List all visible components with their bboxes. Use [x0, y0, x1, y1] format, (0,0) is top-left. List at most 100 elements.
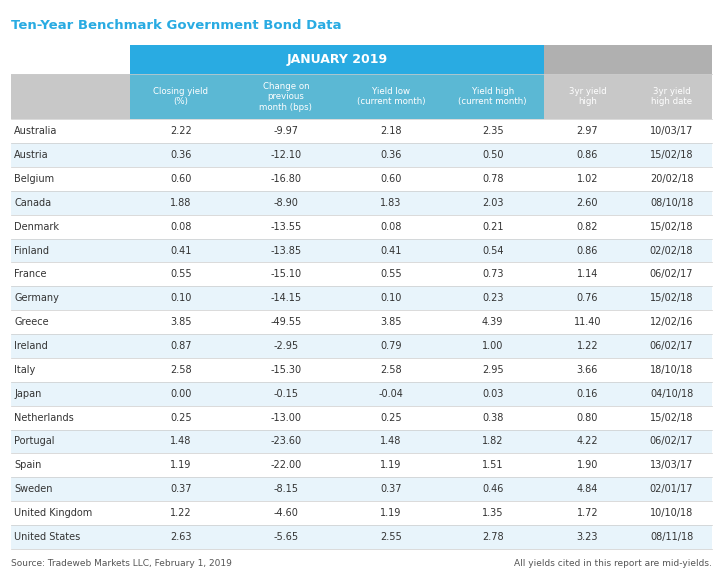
Text: 02/02/18: 02/02/18: [650, 246, 693, 255]
Text: 06/02/17: 06/02/17: [650, 269, 693, 279]
FancyBboxPatch shape: [130, 45, 544, 74]
Text: 11.40: 11.40: [574, 317, 601, 327]
Text: -23.60: -23.60: [270, 436, 301, 446]
Text: -49.55: -49.55: [270, 317, 301, 327]
FancyBboxPatch shape: [232, 74, 340, 119]
FancyBboxPatch shape: [11, 406, 712, 430]
Text: Australia: Australia: [14, 126, 58, 136]
Text: 4.84: 4.84: [577, 484, 598, 494]
Text: 1.19: 1.19: [380, 460, 402, 470]
Text: 2.58: 2.58: [170, 365, 191, 375]
Text: 2.78: 2.78: [482, 532, 503, 542]
Text: 0.03: 0.03: [482, 389, 503, 399]
Text: 0.86: 0.86: [577, 246, 598, 255]
Text: 0.60: 0.60: [170, 174, 191, 184]
Text: -5.65: -5.65: [273, 532, 298, 542]
Text: Germany: Germany: [14, 293, 59, 303]
Text: 0.60: 0.60: [380, 174, 402, 184]
FancyBboxPatch shape: [631, 74, 712, 119]
Text: 12/02/16: 12/02/16: [650, 317, 693, 327]
Text: -13.00: -13.00: [270, 413, 301, 423]
Text: Source: Tradeweb Markets LLC, February 1, 2019: Source: Tradeweb Markets LLC, February 1…: [11, 559, 232, 567]
Text: -13.85: -13.85: [270, 246, 301, 255]
Text: 3yr yield
high date: 3yr yield high date: [651, 87, 692, 107]
Text: 0.38: 0.38: [482, 413, 503, 423]
Text: 04/10/18: 04/10/18: [650, 389, 693, 399]
Text: 0.00: 0.00: [170, 389, 191, 399]
Text: 0.79: 0.79: [380, 341, 402, 351]
Text: Spain: Spain: [14, 460, 42, 470]
Text: 2.58: 2.58: [380, 365, 402, 375]
Text: Austria: Austria: [14, 150, 49, 160]
Text: 2.97: 2.97: [577, 126, 598, 136]
Text: 0.54: 0.54: [482, 246, 503, 255]
Text: 2.18: 2.18: [380, 126, 402, 136]
Text: 13/03/17: 13/03/17: [650, 460, 693, 470]
Text: 15/02/18: 15/02/18: [650, 222, 693, 232]
Text: 0.36: 0.36: [170, 150, 191, 160]
Text: 1.83: 1.83: [380, 198, 402, 208]
Text: 1.14: 1.14: [577, 269, 598, 279]
Text: United Kingdom: United Kingdom: [14, 508, 93, 518]
Text: 1.00: 1.00: [482, 341, 503, 351]
Text: Change on
previous
month (bps): Change on previous month (bps): [260, 81, 312, 112]
Text: France: France: [14, 269, 47, 279]
Text: 2.55: 2.55: [380, 532, 402, 542]
Text: Portugal: Portugal: [14, 436, 55, 446]
FancyBboxPatch shape: [11, 74, 130, 119]
FancyBboxPatch shape: [11, 358, 712, 382]
Text: -16.80: -16.80: [270, 174, 301, 184]
Text: 0.78: 0.78: [482, 174, 503, 184]
Text: 0.80: 0.80: [577, 413, 598, 423]
Text: 0.16: 0.16: [577, 389, 598, 399]
Text: 4.39: 4.39: [482, 317, 503, 327]
Text: 0.86: 0.86: [577, 150, 598, 160]
Text: 0.87: 0.87: [170, 341, 191, 351]
Text: -0.04: -0.04: [379, 389, 403, 399]
Text: Greece: Greece: [14, 317, 49, 327]
Text: 0.41: 0.41: [170, 246, 191, 255]
Text: 0.82: 0.82: [577, 222, 598, 232]
Text: 06/02/17: 06/02/17: [650, 436, 693, 446]
Text: 15/02/18: 15/02/18: [650, 413, 693, 423]
Text: -12.10: -12.10: [270, 150, 301, 160]
Text: 1.51: 1.51: [482, 460, 503, 470]
Text: -8.15: -8.15: [273, 484, 298, 494]
Text: 0.37: 0.37: [170, 484, 191, 494]
Text: 1.19: 1.19: [170, 460, 191, 470]
Text: Italy: Italy: [14, 365, 36, 375]
Text: 02/01/17: 02/01/17: [650, 484, 693, 494]
Text: 0.10: 0.10: [170, 293, 191, 303]
Text: Yield high
(current month): Yield high (current month): [459, 87, 527, 107]
Text: Belgium: Belgium: [14, 174, 55, 184]
Text: 3.66: 3.66: [577, 365, 598, 375]
Text: 0.23: 0.23: [482, 293, 503, 303]
Text: -2.95: -2.95: [273, 341, 298, 351]
Text: 0.25: 0.25: [170, 413, 191, 423]
Text: 2.95: 2.95: [482, 365, 503, 375]
Text: 0.55: 0.55: [380, 269, 402, 279]
Text: 0.10: 0.10: [380, 293, 402, 303]
Text: 08/10/18: 08/10/18: [650, 198, 693, 208]
Text: 3.23: 3.23: [577, 532, 598, 542]
Text: All yields cited in this report are mid-yields.: All yields cited in this report are mid-…: [514, 559, 712, 567]
FancyBboxPatch shape: [340, 74, 442, 119]
Text: 1.48: 1.48: [170, 436, 191, 446]
Text: 2.35: 2.35: [482, 126, 503, 136]
FancyBboxPatch shape: [11, 143, 712, 167]
Text: Denmark: Denmark: [14, 222, 60, 232]
Text: 0.50: 0.50: [482, 150, 503, 160]
Text: 0.46: 0.46: [482, 484, 503, 494]
Text: Ireland: Ireland: [14, 341, 48, 351]
Text: 0.08: 0.08: [170, 222, 191, 232]
Text: -0.15: -0.15: [273, 389, 298, 399]
FancyBboxPatch shape: [11, 191, 712, 215]
FancyBboxPatch shape: [11, 453, 712, 477]
FancyBboxPatch shape: [442, 74, 544, 119]
Text: Netherlands: Netherlands: [14, 413, 74, 423]
Text: -22.00: -22.00: [270, 460, 301, 470]
Text: 1.88: 1.88: [170, 198, 191, 208]
Text: 2.60: 2.60: [577, 198, 598, 208]
Text: 0.25: 0.25: [380, 413, 402, 423]
Text: 0.55: 0.55: [170, 269, 191, 279]
